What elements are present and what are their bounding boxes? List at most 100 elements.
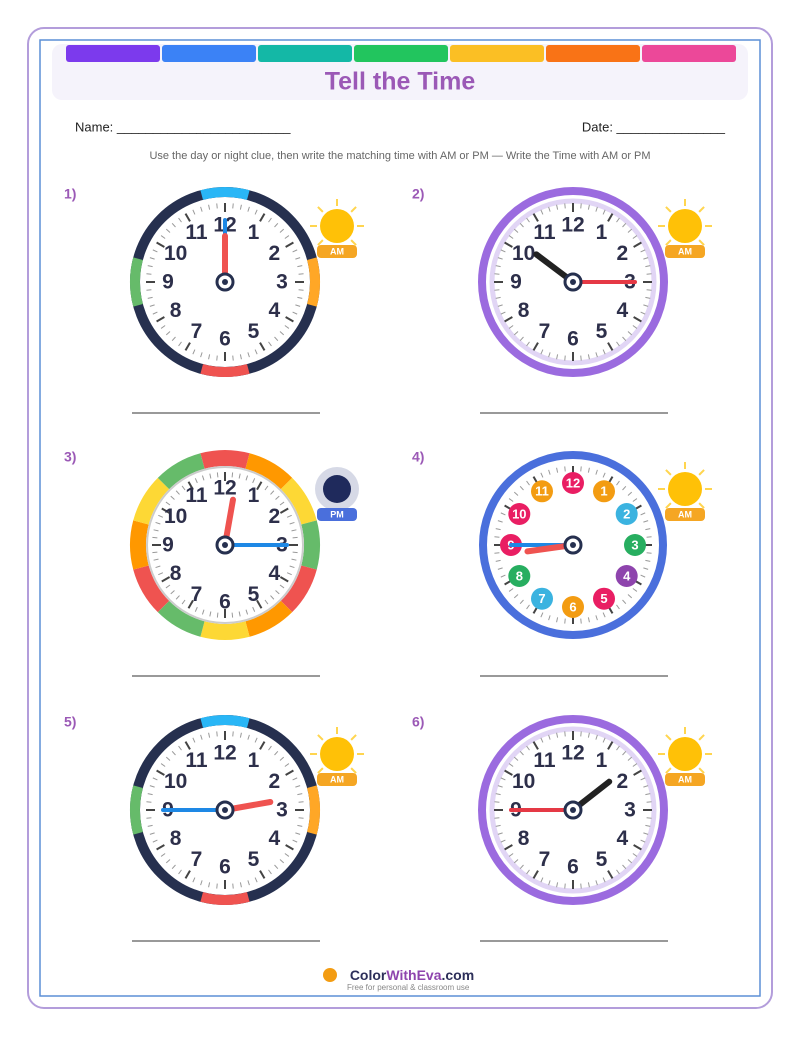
tick (274, 336, 279, 342)
tick (526, 869, 530, 875)
brand: ColorWithEva.com (350, 967, 474, 983)
tick (646, 536, 652, 538)
tick (181, 599, 186, 605)
tick (526, 604, 530, 610)
numeral-badge (562, 596, 584, 618)
tick (494, 801, 500, 803)
tick (238, 611, 241, 617)
numeral: 12 (213, 742, 236, 765)
tick (622, 750, 627, 756)
tick (298, 817, 304, 819)
tick (532, 213, 539, 222)
tick (289, 521, 295, 525)
tick (153, 558, 159, 561)
numeral: 1 (248, 484, 260, 507)
tick (298, 801, 304, 803)
tick (285, 316, 294, 323)
numeral-badge (531, 587, 553, 610)
bar-segment (642, 45, 736, 62)
tick (646, 817, 652, 819)
tick (232, 203, 234, 209)
badge: AM (678, 509, 692, 519)
badge-box (665, 245, 705, 258)
tick (495, 824, 501, 827)
tick (165, 756, 171, 761)
sun (668, 737, 702, 771)
tick (540, 209, 544, 215)
center-dot (222, 542, 228, 548)
numeral: 4 (617, 827, 629, 850)
tick (149, 832, 155, 835)
tick (548, 206, 551, 212)
ring-segment (200, 187, 250, 200)
center-dot (570, 542, 576, 548)
tick (495, 296, 501, 299)
tick (556, 732, 559, 738)
tick (216, 883, 218, 889)
tick (160, 235, 166, 239)
tick (284, 853, 290, 857)
tick (178, 341, 182, 347)
tick (640, 311, 646, 315)
tick (284, 325, 290, 329)
tick (607, 741, 614, 750)
tick (259, 213, 266, 222)
badge-box (317, 508, 357, 521)
numeral: 9 (162, 271, 174, 294)
numeral: 9 (510, 271, 522, 294)
numeral: 6 (219, 856, 231, 879)
bar-segment (258, 45, 352, 62)
tick (178, 745, 182, 751)
ring-segment (157, 453, 205, 490)
tick (292, 249, 298, 253)
tick (170, 495, 175, 500)
sun-ray (698, 767, 705, 774)
tick (232, 355, 234, 361)
tick (616, 745, 620, 751)
tick (194, 478, 198, 484)
numeral: 7 (539, 320, 551, 343)
numeral: 7 (191, 583, 203, 606)
tick (156, 844, 165, 851)
tick (155, 521, 161, 525)
tick (504, 241, 513, 248)
tick (632, 588, 638, 592)
tick (548, 734, 551, 740)
tick (279, 501, 285, 506)
numeral: 12 (566, 475, 580, 490)
tick (239, 204, 242, 210)
tick (216, 203, 218, 209)
tick (526, 480, 530, 486)
tick (497, 785, 503, 788)
tick (239, 882, 242, 888)
tick (616, 480, 620, 486)
tick (279, 859, 285, 864)
clock-number-label: 6) (412, 714, 424, 730)
sun (668, 209, 702, 243)
tick (200, 352, 203, 358)
tick (495, 793, 501, 796)
tick (580, 731, 582, 737)
tick (587, 882, 590, 888)
tick (595, 880, 598, 886)
numeral: 1 (248, 221, 260, 244)
tick (160, 853, 166, 857)
tick (264, 485, 269, 491)
numeral: 12 (561, 742, 584, 765)
tick (556, 882, 559, 888)
tick (540, 877, 544, 883)
tick (184, 213, 191, 222)
tick (564, 883, 566, 889)
tick (286, 572, 292, 576)
tick (268, 217, 272, 223)
tick (504, 844, 513, 851)
tick (274, 222, 279, 228)
tick (640, 777, 646, 781)
tick (178, 869, 182, 875)
tick (165, 501, 171, 506)
ring-segment (200, 364, 250, 377)
tick (640, 249, 646, 253)
tick (171, 864, 176, 870)
tick (548, 352, 551, 358)
